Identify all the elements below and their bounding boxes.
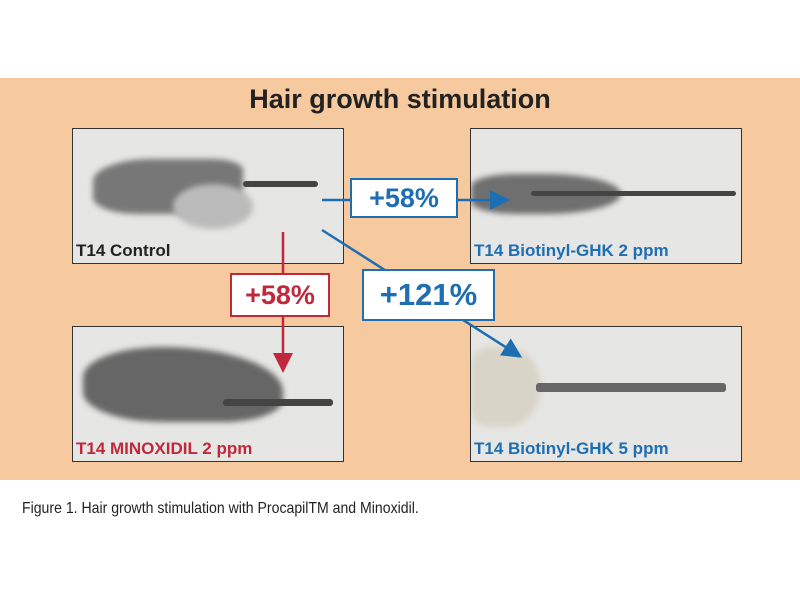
change-badge-biotinyl-5ppm: +121% (362, 269, 495, 321)
change-badge-biotinyl-2ppm: +58% (350, 178, 458, 218)
change-badge-minoxidil: +58% (230, 273, 330, 317)
figure-caption: Figure 1. Hair growth stimulation with P… (22, 500, 419, 518)
